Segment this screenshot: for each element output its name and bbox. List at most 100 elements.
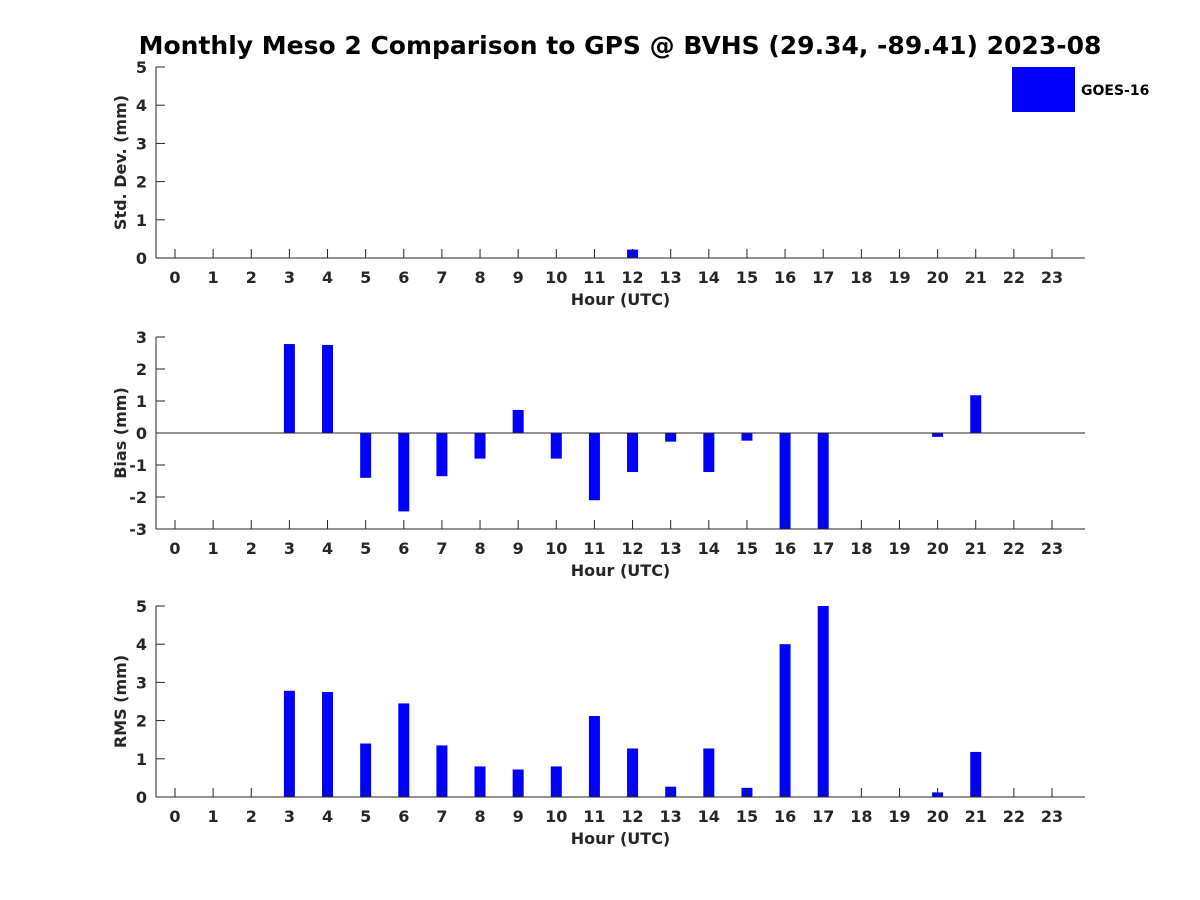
- x-tick-label: 16: [774, 807, 796, 826]
- x-tick-label: 10: [545, 807, 567, 826]
- x-tick-label: 23: [1041, 268, 1063, 287]
- x-tick-label: 0: [169, 807, 180, 826]
- x-tick-label: 11: [583, 268, 605, 287]
- legend-label: GOES-16: [1081, 83, 1149, 99]
- x-tick-label: 12: [621, 268, 643, 287]
- x-tick-label: 11: [583, 539, 605, 558]
- y-tick-label: 4: [136, 96, 147, 115]
- bar: [360, 743, 372, 797]
- x-tick-label: 17: [812, 539, 834, 558]
- legend-swatch: [1012, 67, 1075, 112]
- y-tick-label: 4: [136, 635, 147, 654]
- x-tick-label: 23: [1041, 807, 1063, 826]
- chart-panels: 0 1 2 3 4 5 6 7 8 9 10 11 12 13 14 15 16 17 18 19 20 21 22 2301…: [111, 58, 1085, 848]
- x-tick-label: 22: [1003, 807, 1025, 826]
- y-tick-label: 5: [136, 58, 147, 77]
- x-tick-label: 21: [965, 539, 987, 558]
- x-tick-label: 19: [888, 807, 910, 826]
- x-axis-label: Hour (UTC): [571, 829, 671, 848]
- x-tick-label: 3: [284, 807, 295, 826]
- panel-rms: 0 1 2 3 4 5 6 7 8 9 10 11 12 13 14 15 16 17 18 19 20 21 22 2301…: [111, 597, 1085, 848]
- y-tick-label: 0: [136, 788, 147, 807]
- x-tick-label: 0: [169, 268, 180, 287]
- y-axis-label: Std. Dev. (mm): [111, 95, 130, 230]
- x-tick-label: 13: [660, 807, 682, 826]
- x-tick-label: 23: [1041, 539, 1063, 558]
- x-tick-label: 10: [545, 268, 567, 287]
- y-tick-label: -1: [129, 456, 147, 475]
- x-tick-label: 2: [246, 539, 257, 558]
- x-tick-label: 15: [736, 539, 758, 558]
- x-tick-label: 17: [812, 268, 834, 287]
- x-tick-label: 10: [545, 539, 567, 558]
- chart-title: Monthly Meso 2 Comparison to GPS @ BVHS …: [139, 31, 1102, 60]
- x-tick-label: 14: [698, 539, 720, 558]
- x-tick-label: 22: [1003, 539, 1025, 558]
- x-tick-label: 21: [965, 807, 987, 826]
- bar: [970, 751, 982, 797]
- x-tick-label: 3: [284, 539, 295, 558]
- x-tick-label: 2: [246, 268, 257, 287]
- x-tick-label: 7: [436, 539, 447, 558]
- bar: [398, 703, 410, 797]
- x-tick-label: 12: [621, 539, 643, 558]
- x-axis-label: Hour (UTC): [571, 561, 671, 580]
- panel-stddev: 0 1 2 3 4 5 6 7 8 9 10 11 12 13 14 15 16 17 18 19 20 21 22 2301…: [111, 58, 1085, 309]
- bar: [665, 433, 677, 442]
- x-tick-label: 15: [736, 268, 758, 287]
- bar: [741, 433, 753, 441]
- y-tick-label: 5: [136, 597, 147, 616]
- x-tick-label: 18: [850, 539, 872, 558]
- x-tick-label: 14: [698, 807, 720, 826]
- legend: GOES-16: [1012, 67, 1149, 112]
- x-tick-label: 2: [246, 807, 257, 826]
- bar: [512, 769, 524, 797]
- x-tick-label: 8: [474, 807, 485, 826]
- x-tick-label: 15: [736, 807, 758, 826]
- x-tick-label: 6: [398, 539, 409, 558]
- y-tick-label: 2: [136, 360, 147, 379]
- x-tick-label: 1: [208, 539, 219, 558]
- y-axis-label: RMS (mm): [111, 655, 130, 748]
- bar: [474, 433, 486, 459]
- x-tick-label: 16: [774, 268, 796, 287]
- x-tick-label: 4: [322, 807, 333, 826]
- x-tick-label: 6: [398, 268, 409, 287]
- x-tick-label: 20: [926, 539, 948, 558]
- x-tick-label: 7: [436, 807, 447, 826]
- bar: [588, 716, 600, 797]
- x-tick-label: 1: [208, 268, 219, 287]
- y-tick-label: 1: [136, 750, 147, 769]
- x-tick-label: 16: [774, 539, 796, 558]
- x-tick-label: 8: [474, 268, 485, 287]
- bar: [322, 345, 334, 433]
- bar: [588, 433, 600, 501]
- x-tick-label: 5: [360, 268, 371, 287]
- x-tick-label: 11: [583, 807, 605, 826]
- bar: [322, 691, 334, 797]
- x-tick-label: 14: [698, 268, 720, 287]
- x-tick-label: 18: [850, 807, 872, 826]
- x-tick-label: 9: [513, 807, 524, 826]
- x-tick-label: 0: [169, 539, 180, 558]
- bar: [283, 344, 295, 433]
- y-tick-label: -2: [129, 488, 147, 507]
- y-axis-label: Bias (mm): [111, 387, 130, 479]
- x-tick-label: 9: [513, 539, 524, 558]
- x-tick-label: 6: [398, 807, 409, 826]
- y-tick-label: 3: [136, 134, 147, 153]
- x-tick-label: 1: [208, 807, 219, 826]
- y-tick-label: 3: [136, 673, 147, 692]
- y-tick-label: 2: [136, 173, 147, 192]
- x-tick-label: 12: [621, 807, 643, 826]
- bar: [360, 433, 372, 478]
- y-tick-label: 3: [136, 328, 147, 347]
- bar: [932, 433, 944, 437]
- bar: [627, 433, 639, 473]
- x-axis-label: Hour (UTC): [571, 290, 671, 309]
- bar: [779, 644, 791, 797]
- x-tick-label: 20: [926, 807, 948, 826]
- x-tick-label: 17: [812, 807, 834, 826]
- x-tick-label: 18: [850, 268, 872, 287]
